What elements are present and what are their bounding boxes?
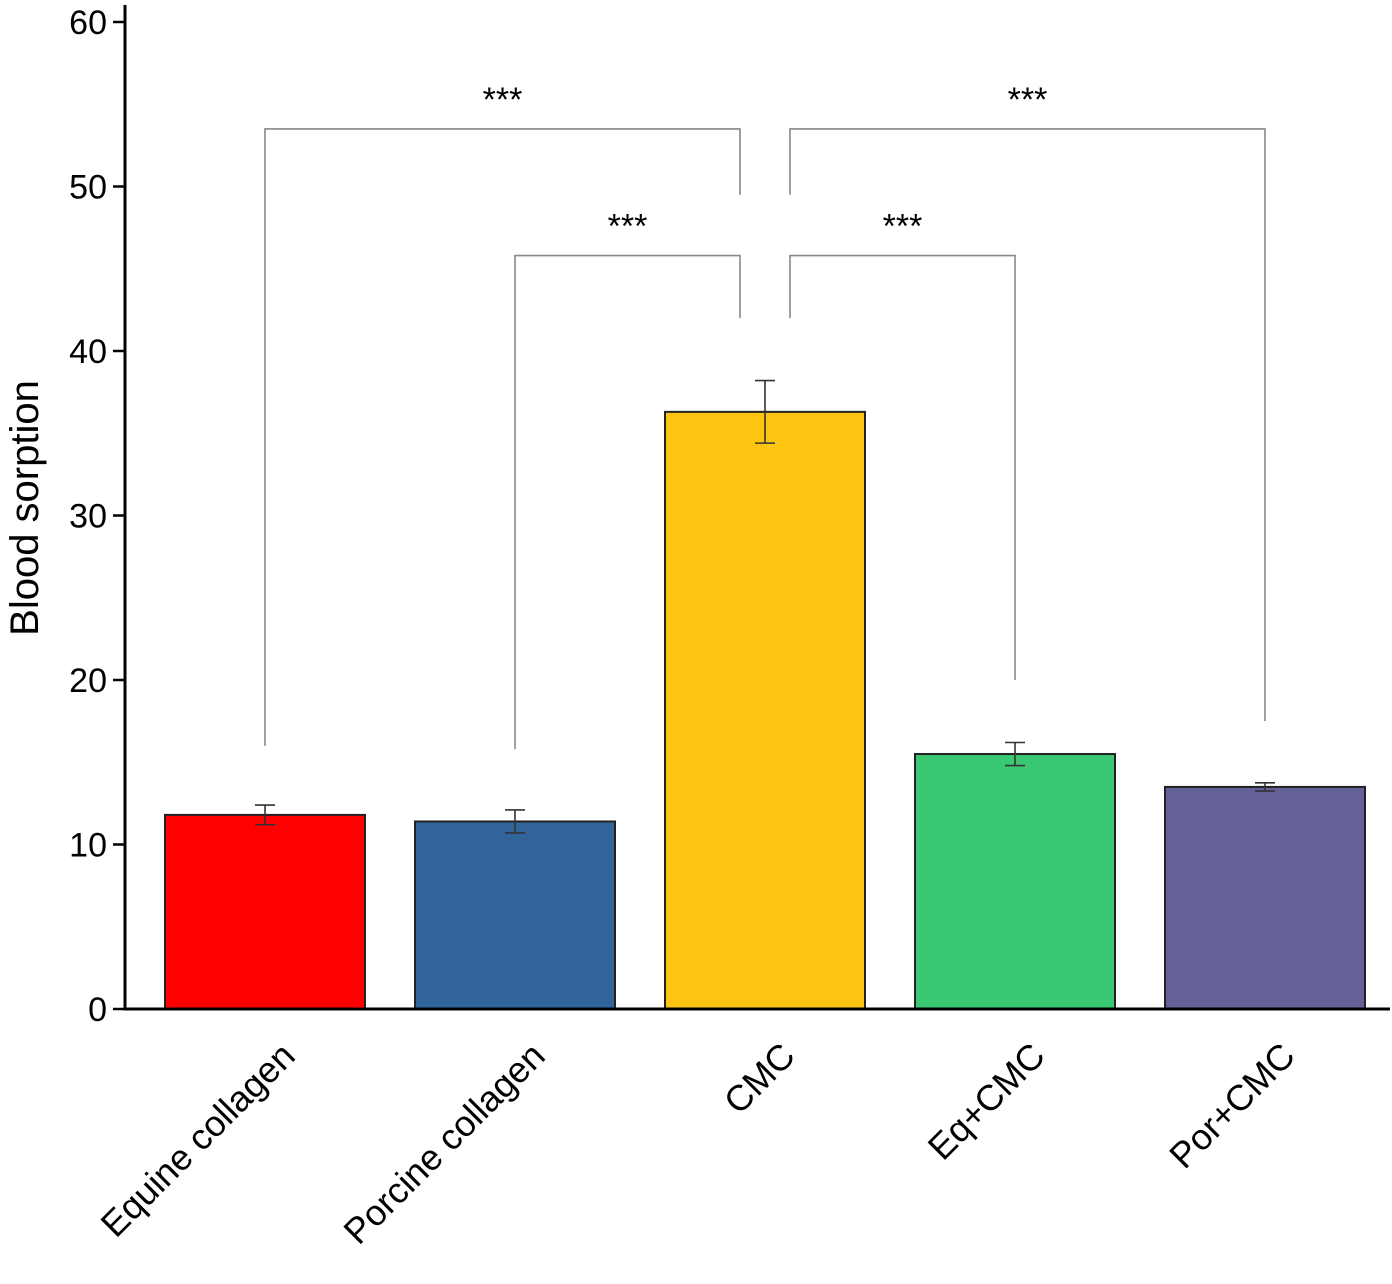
x-label-eq-cmc: Eq+CMC [920, 1035, 1053, 1168]
y-tick-label-20: 20 [69, 662, 107, 700]
x-label-porcine-collagen: Porcine collagen [335, 1035, 552, 1252]
y-tick-label-10: 10 [69, 827, 107, 865]
bars [164, 410, 1366, 1011]
bar-porcine-collagen [414, 820, 616, 1010]
significance-label-1: *** [483, 81, 523, 119]
significance-label-3: *** [883, 208, 923, 246]
y-tick-label-40: 40 [69, 333, 107, 371]
significance-label-4: *** [1008, 81, 1048, 119]
error-bar-eq-cmc [1005, 741, 1025, 767]
error-bar-porcine-collagen [505, 809, 525, 834]
bar-equine-collagen [164, 813, 366, 1011]
bar-cmc [664, 410, 866, 1010]
significance-bracket-3 [789, 254, 1016, 680]
error-bar-por-cmc [1255, 782, 1275, 792]
significance-label-2: *** [608, 208, 648, 246]
y-tick-label-50: 50 [69, 169, 107, 207]
significance-bracket-1 [264, 128, 741, 746]
bar-eq-cmc [914, 753, 1116, 1011]
significance-bracket-4 [789, 128, 1266, 722]
significance-bracket-2 [514, 254, 741, 750]
error-bar-equine-collagen [255, 804, 275, 826]
x-label-equine-collagen: Equine collagen [93, 1035, 303, 1245]
y-tick-label-30: 30 [69, 498, 107, 536]
y-axis-title: Blood sorption [3, 380, 47, 636]
x-label-por-cmc: Por+CMC [1161, 1035, 1302, 1176]
x-label-cmc: CMC [716, 1035, 803, 1122]
y-tick-label-0: 0 [88, 991, 107, 1029]
y-ticks: 0 10 20 30 40 50 60 [69, 4, 125, 1029]
bar-por-cmc [1164, 785, 1366, 1010]
error-bar-cmc [755, 379, 775, 444]
significance-brackets: *** *** *** *** [264, 81, 1266, 750]
x-category-labels: Equine collagen Porcine collagen CMC Eq+CMC… [93, 1035, 1303, 1252]
error-bars [255, 379, 1275, 834]
y-tick-label-60: 60 [69, 4, 107, 42]
